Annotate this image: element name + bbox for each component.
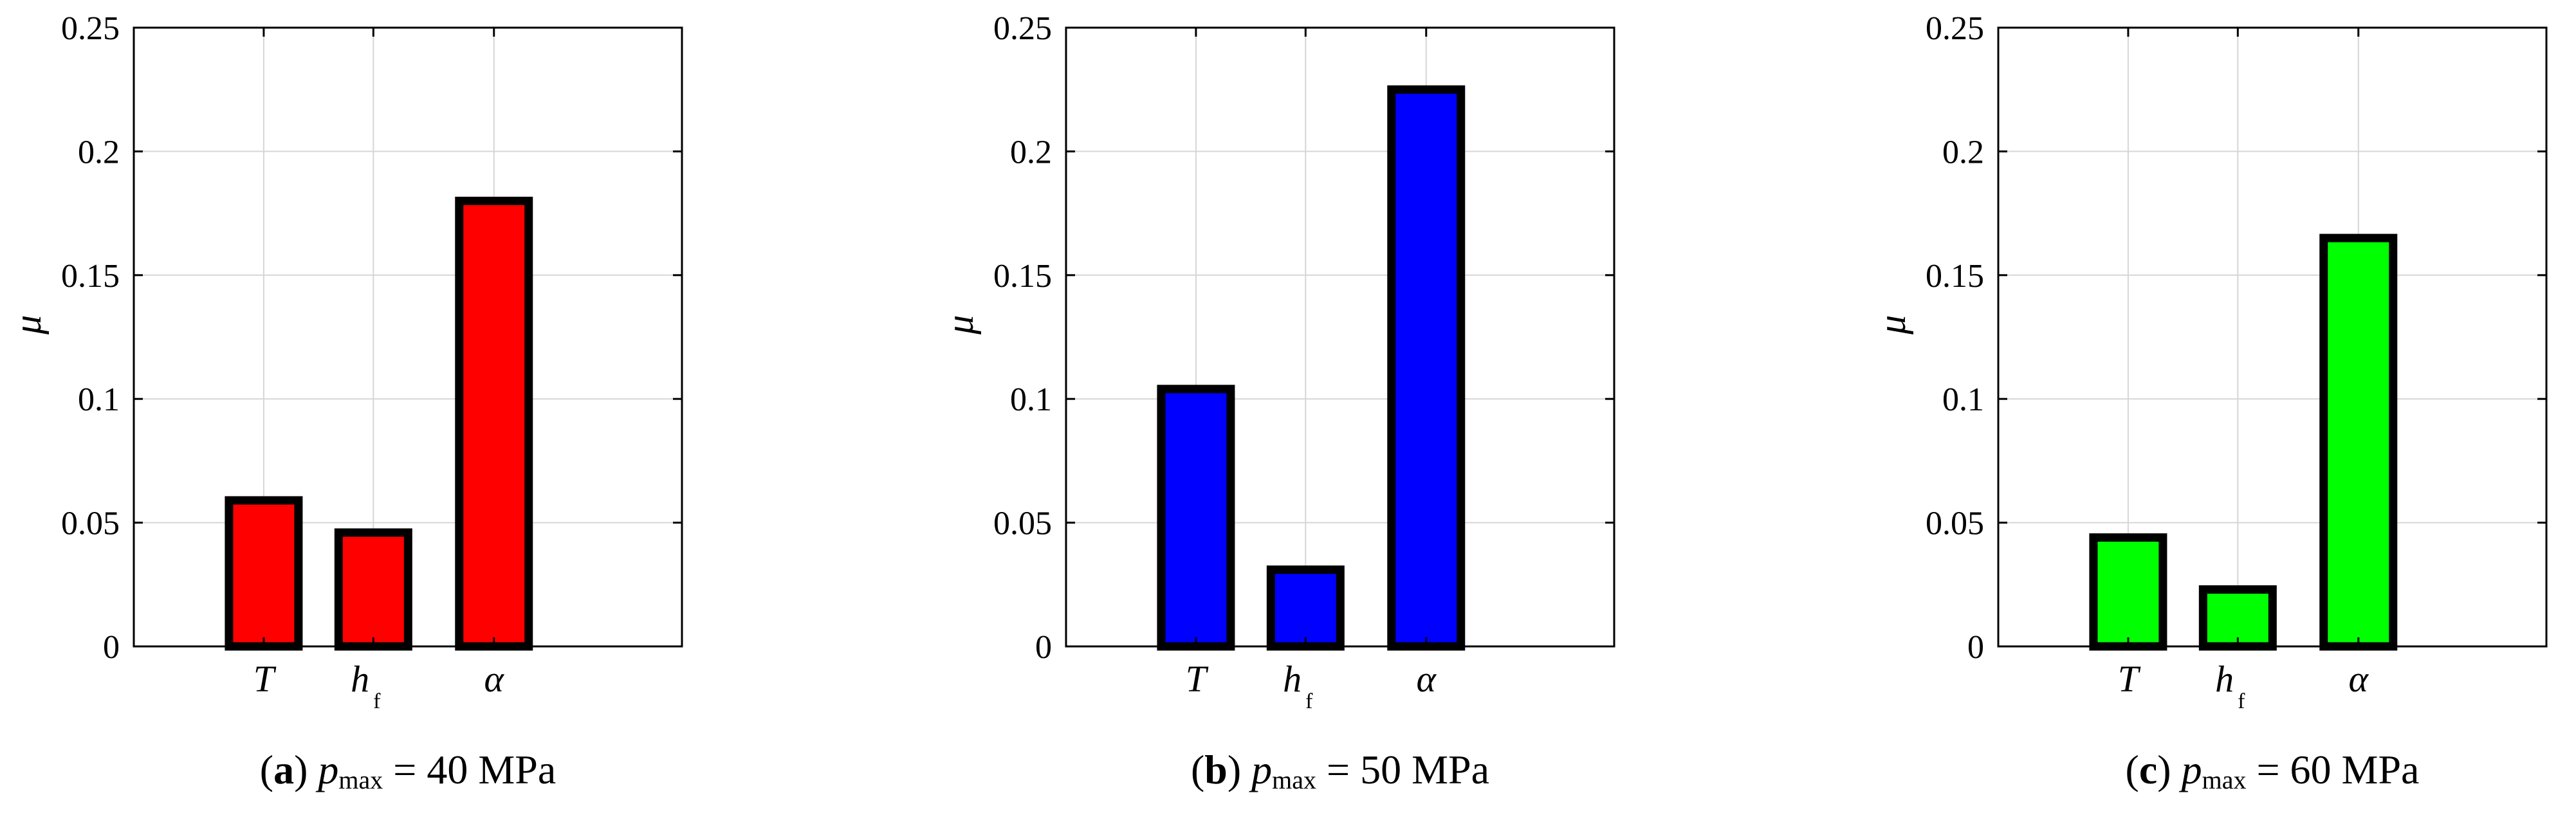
panel-a: 0 0.05 0.1 0.15 0.2 0.25 μ T hf α (a) pmax = 40 MP… [6, 10, 683, 794]
x-tick-label-main: T [1186, 658, 1209, 700]
axes-box [1065, 26, 1615, 648]
y-tick-label: 0.15 [993, 258, 1052, 295]
caption-close-paren: ) [294, 747, 318, 792]
caption-close-paren: ) [2157, 747, 2181, 792]
x-tick-label: hf [351, 658, 381, 713]
x-tick-label: α [2349, 658, 2369, 700]
caption-value: 60 MPa [2290, 747, 2420, 792]
y-axis-label: μ [939, 315, 981, 335]
y-tick-label: 0.15 [1926, 258, 1984, 295]
x-tick-label: α [1417, 658, 1437, 700]
x-tick-label: T [2118, 658, 2141, 700]
caption-variable: p [1249, 747, 1272, 792]
x-tick-label: T [253, 658, 277, 700]
y-tick-label: 0.25 [1926, 10, 1984, 47]
y-tick-label: 0.1 [1942, 381, 1984, 418]
x-tick-label-main: h [351, 658, 369, 700]
x-tick-label-main: T [2118, 658, 2141, 700]
axes-box [133, 26, 683, 648]
caption-value: 40 MPa [427, 747, 556, 792]
panel-caption: (b) pmax = 50 MPa [1191, 747, 1489, 794]
caption-panel-label: c [2139, 747, 2157, 792]
caption-variable: p [2179, 747, 2202, 792]
caption-equals: = [1316, 747, 1360, 792]
caption-equals: = [2246, 747, 2290, 792]
x-tick-label: hf [2215, 658, 2245, 713]
x-tick-label: hf [1283, 658, 1313, 713]
x-tick-label: α [484, 658, 505, 700]
caption-open-paren: ( [2126, 747, 2139, 792]
x-tick-label-main: h [1283, 658, 1302, 700]
y-tick-label: 0 [1035, 629, 1052, 666]
y-tick-label: 0.2 [1942, 134, 1984, 170]
x-tick-label-main: α [1417, 658, 1437, 700]
caption-variable: p [315, 747, 338, 792]
y-tick-label: 0.15 [61, 258, 120, 295]
panel-b: 0 0.05 0.1 0.15 0.2 0.25 μ T hf α (b) pmax = 50 MP… [939, 10, 1615, 794]
caption-variable-sub: max [338, 765, 383, 794]
y-tick-label: 0.1 [78, 381, 120, 418]
x-tick-label-main: T [253, 658, 277, 700]
x-tick-label-sub: f [1305, 690, 1313, 713]
caption-equals: = [383, 747, 427, 792]
y-axis-label: μ [1871, 315, 1913, 335]
y-tick-label: 0.25 [61, 10, 120, 47]
y-tick-label: 0.05 [61, 506, 120, 542]
panel-caption: (c) pmax = 60 MPa [2126, 747, 2420, 794]
y-tick-label: 0.05 [1926, 506, 1984, 542]
y-tick-label: 0.25 [993, 10, 1052, 47]
panel-c: 0 0.05 0.1 0.15 0.2 0.25 μ T hf α (c) pmax = 60 MP… [1871, 10, 2548, 794]
x-tick-label-main: h [2215, 658, 2234, 700]
y-tick-label: 0.05 [993, 506, 1052, 542]
x-tick-label-sub: f [373, 690, 381, 713]
caption-variable-sub: max [2202, 765, 2247, 794]
caption-open-paren: ( [1191, 747, 1204, 792]
bar [1266, 565, 1345, 651]
bar [2089, 533, 2167, 651]
y-tick-label: 0.2 [78, 134, 120, 170]
y-axis-label: μ [6, 315, 49, 335]
bar [2319, 233, 2398, 651]
caption-open-paren: ( [260, 747, 273, 792]
caption-value: 50 MPa [1360, 747, 1489, 792]
x-tick-label-main: α [2349, 658, 2369, 700]
y-tick-label: 0 [103, 629, 120, 666]
x-tick-label: T [1186, 658, 1209, 700]
caption-variable-sub: max [1272, 765, 1316, 794]
x-tick-label-main: α [484, 658, 505, 700]
axes-box [1997, 26, 2548, 648]
y-tick-label: 0 [1967, 629, 1984, 666]
bar [225, 496, 303, 651]
bar [2198, 585, 2277, 651]
caption-panel-label: a [273, 747, 294, 792]
bar [334, 528, 412, 651]
bar [1157, 385, 1235, 651]
caption-panel-label: b [1204, 747, 1228, 792]
bar [455, 196, 533, 651]
caption-close-paren: ) [1228, 747, 1251, 792]
x-tick-label-sub: f [2238, 690, 2245, 713]
y-tick-label: 0.1 [1010, 381, 1052, 418]
bar [1387, 85, 1466, 651]
panel-caption: (a) pmax = 40 MPa [260, 747, 557, 794]
y-tick-label: 0.2 [1010, 134, 1052, 170]
